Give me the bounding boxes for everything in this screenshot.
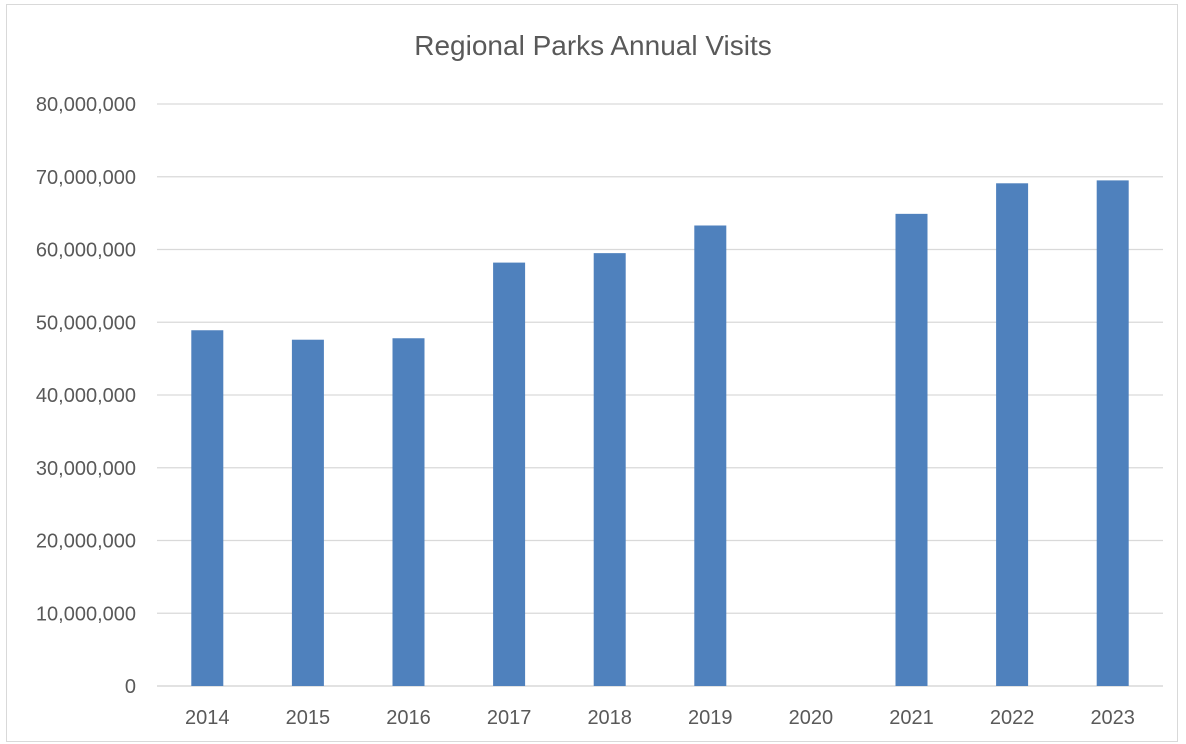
x-tick-label: 2023 — [1090, 707, 1135, 729]
y-tick-label: 30,000,000 — [36, 458, 136, 480]
y-tick-label: 10,000,000 — [36, 603, 136, 625]
y-tick-label: 20,000,000 — [36, 531, 136, 553]
y-tick-label: 60,000,000 — [36, 240, 136, 262]
y-tick-label: 0 — [125, 676, 136, 698]
x-axis-tick-labels: 2014 2015 2016 2017 2018 2019 2020 2021 2022 2023 — [185, 707, 1135, 729]
bar-2023 — [1096, 180, 1129, 686]
x-tick-label: 2018 — [587, 707, 632, 729]
x-tick-label: 2015 — [286, 707, 331, 729]
bar-2016 — [392, 338, 425, 686]
x-tick-label: 2021 — [889, 707, 934, 729]
x-tick-label: 2017 — [487, 707, 532, 729]
y-tick-label: 70,000,000 — [36, 167, 136, 189]
bars — [191, 180, 1129, 687]
bar-2021 — [895, 213, 928, 687]
bar-2019 — [694, 225, 727, 686]
bar-2014 — [191, 330, 224, 686]
x-tick-label: 2016 — [386, 707, 431, 729]
y-axis-tick-labels: 0 10,000,000 20,000,000 30,000,000 40,000,00… — [36, 94, 136, 698]
bar-2022 — [996, 183, 1029, 687]
x-tick-label: 2019 — [688, 707, 733, 729]
bar-2017 — [493, 262, 526, 686]
x-tick-label: 2022 — [990, 707, 1035, 729]
y-tick-label: 80,000,000 — [36, 94, 136, 116]
y-tick-label: 50,000,000 — [36, 312, 136, 334]
gridlines — [157, 103, 1163, 687]
bar-2018 — [593, 253, 626, 686]
bar-2015 — [291, 339, 324, 686]
y-tick-label: 40,000,000 — [36, 385, 136, 407]
x-tick-label: 2014 — [185, 707, 230, 729]
x-tick-label: 2020 — [789, 707, 834, 729]
chart-title: Regional Parks Annual Visits — [414, 30, 772, 61]
